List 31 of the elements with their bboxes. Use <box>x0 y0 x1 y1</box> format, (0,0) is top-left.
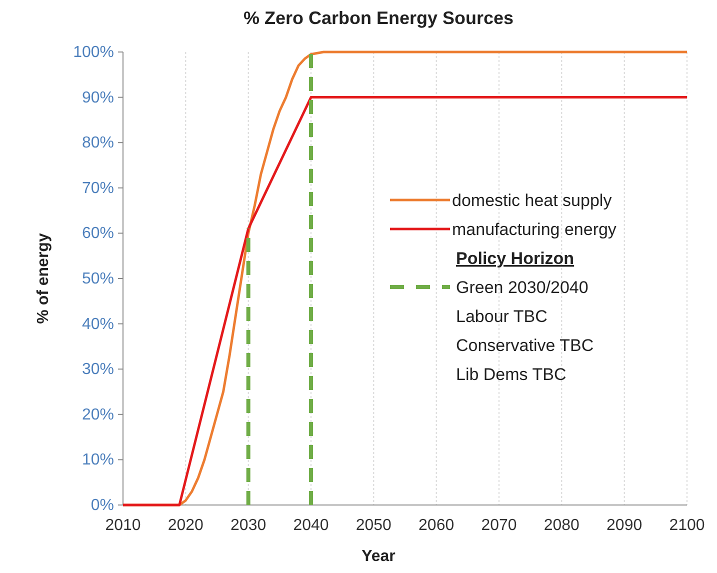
y-tick-label: 60% <box>82 225 114 242</box>
annotation: Labour TBC <box>456 307 548 326</box>
legend-label: Green 2030/2040 <box>456 278 588 297</box>
y-tick-label: 80% <box>82 134 114 152</box>
y-tick-label: 30% <box>82 361 114 378</box>
annotation: Lib Dems TBC <box>456 365 566 384</box>
y-tick-label: 20% <box>82 406 114 424</box>
y-tick-label: 50% <box>82 270 114 288</box>
y-axis-title: % of energy <box>35 233 52 324</box>
x-tick-label: 2060 <box>418 517 454 534</box>
x-tick-label: 2100 <box>669 517 705 534</box>
y-tick-label: 70% <box>82 180 114 197</box>
legend-label: manufacturing energy <box>452 220 617 239</box>
y-tick-label: 90% <box>82 89 114 106</box>
x-tick-label: 2010 <box>105 517 141 534</box>
x-tick-label: 2070 <box>481 517 517 534</box>
x-tick-label: 2020 <box>168 517 204 534</box>
y-tick-label: 100% <box>73 44 114 61</box>
x-axis-title: Year <box>362 548 396 565</box>
chart-title: % Zero Carbon Energy Sources <box>243 8 514 28</box>
y-tick-label: 40% <box>82 316 114 333</box>
x-tick-label: 2040 <box>293 517 329 534</box>
annotation: Conservative TBC <box>456 336 594 355</box>
x-tick-label: 2050 <box>356 517 392 534</box>
x-tick-label: 2030 <box>230 517 266 534</box>
x-tick-label: 2090 <box>606 517 642 534</box>
legend-title: Policy Horizon <box>456 249 574 268</box>
y-tick-label: 0% <box>90 497 114 514</box>
y-tick-label: 10% <box>82 452 114 469</box>
legend-label: domestic heat supply <box>452 191 612 210</box>
x-tick-label: 2080 <box>544 517 580 534</box>
